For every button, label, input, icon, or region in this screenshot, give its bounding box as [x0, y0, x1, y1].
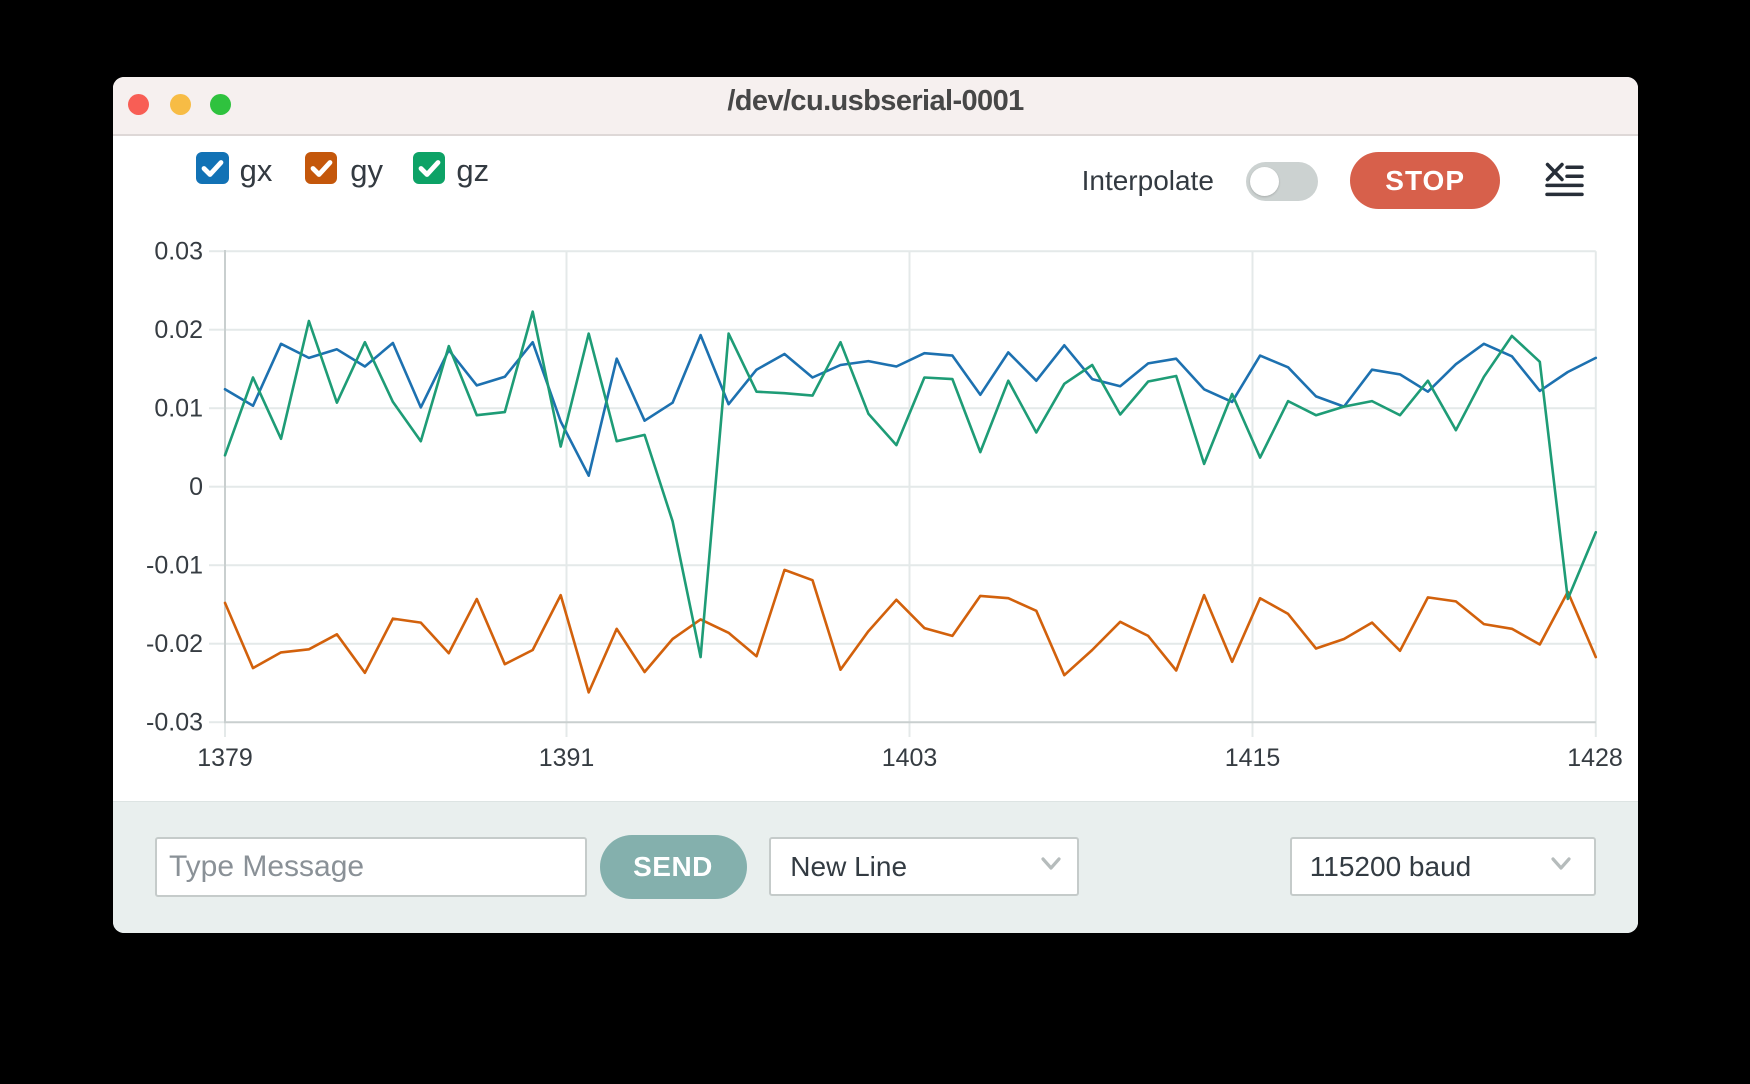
- svg-text:0.03: 0.03: [154, 238, 203, 266]
- svg-text:1403: 1403: [882, 744, 938, 772]
- svg-text:-0.02: -0.02: [146, 630, 203, 658]
- svg-text:-0.03: -0.03: [146, 709, 203, 737]
- svg-text:0: 0: [189, 473, 203, 501]
- svg-text:1428: 1428: [1567, 744, 1623, 772]
- svg-text:0.02: 0.02: [154, 316, 203, 344]
- svg-text:1415: 1415: [1225, 744, 1281, 772]
- svg-text:0.01: 0.01: [154, 395, 203, 423]
- svg-text:1379: 1379: [197, 744, 253, 772]
- svg-text:1391: 1391: [539, 744, 595, 772]
- svg-text:-0.01: -0.01: [146, 552, 203, 580]
